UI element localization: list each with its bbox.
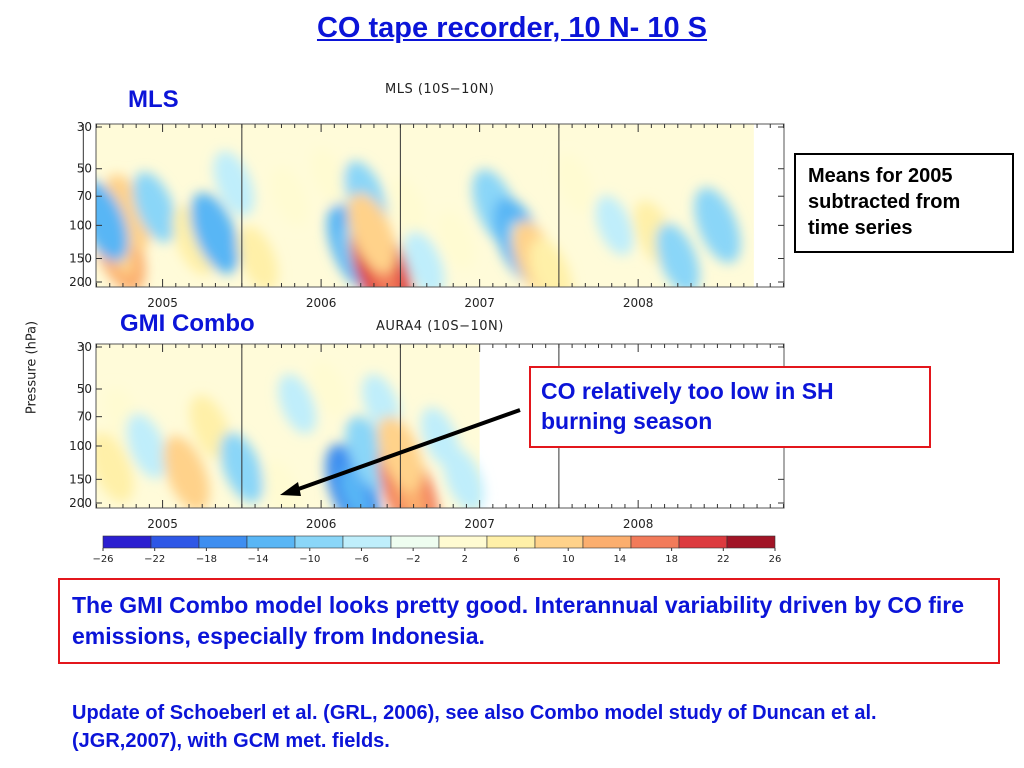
- colorbar-tick-label: −22: [144, 554, 165, 565]
- x-tick-label: 2006: [306, 517, 337, 531]
- colorbar-tick-label: 26: [769, 554, 782, 565]
- gmi-panel-label: GMI Combo: [120, 310, 255, 337]
- y-tick-label: 30: [77, 120, 92, 134]
- colorbar-swatch: [246, 535, 296, 549]
- sh-burning-callout: CO relatively too low in SH burning seas…: [529, 366, 931, 448]
- x-tick-label: 2006: [306, 296, 337, 310]
- anomaly-blob: [213, 151, 255, 217]
- anomaly-blob: [555, 153, 594, 214]
- colorbar-swatch: [342, 535, 392, 549]
- anomaly-core: [340, 468, 369, 508]
- anomaly-blob: [529, 238, 573, 287]
- colorbar-tick-label: −18: [196, 554, 217, 565]
- x-tick-label: 2008: [623, 517, 654, 531]
- x-tick-label: 2005: [147, 296, 178, 310]
- x-tick-label: 2007: [464, 296, 495, 310]
- y-tick-label: 100: [69, 218, 92, 232]
- y-tick-label: 150: [69, 472, 92, 486]
- colorbar-tick-label: 6: [513, 554, 519, 565]
- colorbar-tick-label: −14: [248, 554, 269, 565]
- anomaly-blob: [595, 195, 634, 256]
- y-tick-label: 30: [77, 340, 92, 354]
- y-tick-label: 50: [77, 162, 92, 176]
- anomaly-blob: [694, 187, 741, 264]
- y-tick-label: 50: [77, 382, 92, 396]
- colorbar-tick-label: 10: [562, 554, 575, 565]
- arrow-shaft: [289, 408, 521, 494]
- heatmap-field: [96, 124, 754, 287]
- reference-text: Update of Schoeberl et al. (GRL, 2006), …: [72, 702, 877, 752]
- anomaly-blob: [278, 374, 317, 434]
- colorbar-tick-label: −10: [299, 554, 320, 565]
- y-tick-label: 200: [69, 275, 92, 289]
- arrow-head: [280, 482, 301, 496]
- anomaly-blob: [270, 166, 309, 227]
- colorbar-tick-label: −2: [406, 554, 421, 565]
- anomaly-blob: [436, 210, 475, 271]
- colorbar-swatch: [294, 535, 344, 549]
- anomaly-blob: [262, 459, 301, 508]
- colorbar-swatch: [390, 535, 440, 549]
- colorbar-tick-label: 18: [665, 554, 678, 565]
- colorbar-swatch: [438, 535, 488, 549]
- pointer-arrow: [280, 408, 521, 496]
- colorbar-swatch: [198, 535, 248, 549]
- mls-chart-title: MLS (10S−10N): [385, 82, 495, 97]
- colorbar-swatch: [582, 535, 632, 549]
- anomaly-blob: [189, 395, 231, 461]
- colorbar-tick-label: 14: [614, 554, 627, 565]
- heatmap-field: [96, 344, 485, 508]
- colorbar-swatch: [630, 535, 680, 549]
- y-tick-label: 150: [69, 251, 92, 265]
- slide-title: CO tape recorder, 10 N- 10 S: [316, 12, 708, 44]
- anomaly-blob: [403, 231, 445, 287]
- colorbar-tick-label: 22: [717, 554, 730, 565]
- gmi-chart-title: AURA4 (10S−10N): [376, 319, 504, 334]
- colorbar-tick-label: 2: [462, 554, 468, 565]
- y-tick-label: 200: [69, 496, 92, 510]
- colorbar-swatch: [150, 535, 200, 549]
- colorbar-swatch: [678, 535, 728, 549]
- colorbar: −26 −22 −18 −14 −10 −6 −2 2 6 10 14 18 22 26: [92, 535, 782, 565]
- anomaly-blob: [347, 192, 397, 274]
- y-tick-label: 100: [69, 439, 92, 453]
- anomaly-blob: [163, 435, 210, 508]
- y-tick-label: 70: [77, 189, 92, 203]
- y-tick-label: 70: [77, 410, 92, 424]
- anomaly-blob: [443, 446, 485, 508]
- gmi-heatmap-panel: 30 50 70 100 150 200 2005 2006 2007 2008: [69, 340, 785, 531]
- anomaly-blob: [96, 432, 134, 503]
- mls-heatmap-panel: 30 50 70 100 150 200 2005 2006 2007 2008: [69, 120, 785, 310]
- anomaly-blob: [96, 180, 129, 262]
- colorbar-swatch: [726, 535, 776, 549]
- anomaly-blob: [237, 225, 279, 287]
- anomaly-blob: [389, 177, 428, 238]
- colorbar-swatch: [486, 535, 536, 549]
- summary-box: The GMI Combo model looks pretty good. I…: [58, 578, 1000, 664]
- mls-panel-label: MLS: [128, 86, 179, 113]
- colorbar-swatch: [534, 535, 584, 549]
- colorbar-tick-label: −6: [354, 554, 369, 565]
- anomaly-blob: [132, 171, 177, 243]
- x-tick-label: 2007: [464, 517, 495, 531]
- colorbar-swatch: [102, 535, 152, 549]
- means-note-box: Means for 2005 subtracted from time seri…: [794, 153, 1014, 253]
- anomaly-blob: [656, 223, 700, 287]
- colorbar-tick-label: −26: [92, 554, 113, 565]
- x-tick-label: 2005: [147, 517, 178, 531]
- anomaly-blob: [310, 147, 348, 206]
- anomaly-blob: [190, 192, 240, 274]
- anomaly-blob: [310, 360, 348, 418]
- anomaly-blob: [126, 413, 168, 479]
- x-tick-label: 2008: [623, 296, 654, 310]
